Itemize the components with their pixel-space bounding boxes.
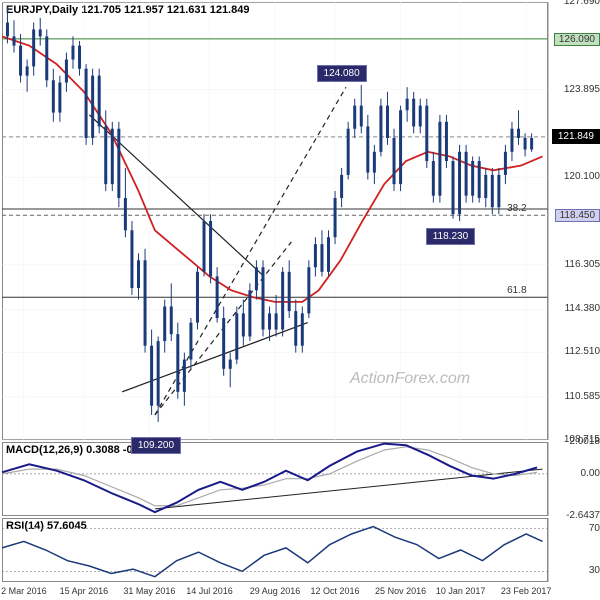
xtick: 31 May 2016 <box>123 586 175 600</box>
chart-container: EURJPY,Daily 121.705 121.957 121.631 121… <box>0 0 600 600</box>
xtick: 10 Jan 2017 <box>436 586 486 600</box>
ytick: 127.690 <box>564 0 600 7</box>
xtick: 15 Apr 2016 <box>60 586 109 600</box>
xtick: 2 Mar 2016 <box>1 586 47 600</box>
ytick: 123.895 <box>564 84 600 95</box>
ytick: 110.585 <box>565 391 600 402</box>
xtick: 12 Oct 2016 <box>311 586 360 600</box>
price-marker: 109.200 <box>131 437 181 454</box>
ytick-box: 126.090 <box>554 33 600 46</box>
ytick: 114.380 <box>565 303 600 314</box>
current-price: 121.849 <box>552 129 600 144</box>
xtick: 23 Feb 2017 <box>501 586 552 600</box>
xtick: 29 Aug 2016 <box>250 586 301 600</box>
price-marker: 118.230 <box>426 228 475 245</box>
xtick: 25 Nov 2016 <box>375 586 426 600</box>
rsi-ytick: 70 <box>589 523 600 534</box>
macd-ytick: 0.00 <box>581 468 600 479</box>
price-marker: 124.080 <box>317 65 367 82</box>
rsi-ytick: 30 <box>589 565 600 576</box>
fib-label: 61.8 <box>507 285 526 296</box>
ytick: 116.305 <box>565 259 600 270</box>
ytick: 120.100 <box>564 171 600 182</box>
chart-svg <box>0 0 600 600</box>
macd-ytick: 2.0018 <box>569 436 600 447</box>
macd-ytick: -2.6437 <box>566 510 600 521</box>
fib-label: 38.2 <box>507 203 526 214</box>
xtick: 14 Jul 2016 <box>186 586 233 600</box>
ytick: 112.510 <box>565 346 600 357</box>
ytick-box: 118.450 <box>555 209 600 222</box>
